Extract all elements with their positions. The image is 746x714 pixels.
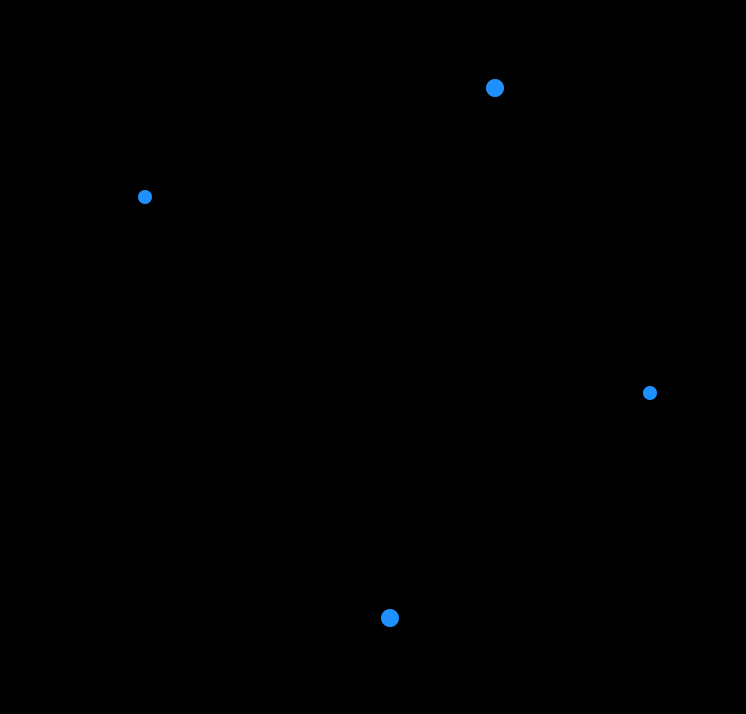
scatter-point-2 bbox=[643, 386, 657, 400]
scatter-point-0 bbox=[486, 79, 504, 97]
scatter-plot bbox=[0, 0, 746, 714]
scatter-point-1 bbox=[138, 190, 152, 204]
scatter-point-3 bbox=[381, 609, 399, 627]
